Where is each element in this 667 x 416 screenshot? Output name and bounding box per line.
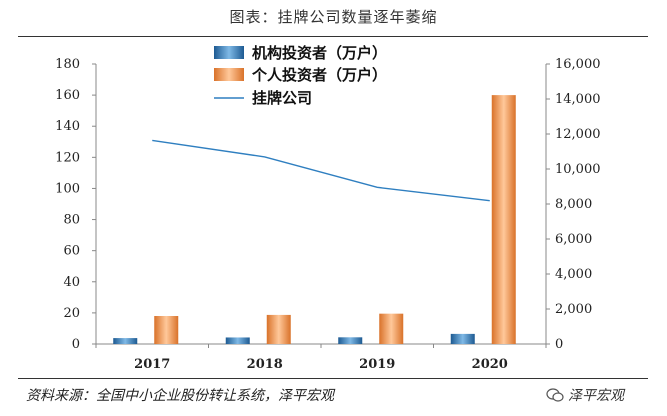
axes: 0 20 40 60 80 100 120 140 160 180 0 2,000 4,000 6,000… bbox=[55, 57, 600, 372]
right-tick-label: 14,000 bbox=[555, 92, 601, 107]
left-tick-label: 0 bbox=[72, 337, 80, 352]
bar-individual bbox=[379, 313, 404, 344]
legend-swatch-individual bbox=[214, 68, 244, 81]
top-rule bbox=[18, 36, 648, 37]
bars bbox=[113, 95, 516, 344]
legend-label-individual: 个人投资者（万户） bbox=[251, 66, 387, 84]
left-tick-label: 160 bbox=[55, 88, 80, 103]
x-tick-label: 2019 bbox=[359, 357, 395, 372]
chart-title: 图表：挂牌公司数量逐年萎缩 bbox=[229, 8, 438, 26]
legend-label-institutional: 机构投资者（万户） bbox=[252, 44, 387, 62]
bar-individual bbox=[154, 316, 179, 344]
right-tick-label: 0 bbox=[555, 337, 563, 352]
bottom-rule bbox=[18, 378, 648, 379]
legend: 机构投资者（万户） 个人投资者（万户） 挂牌公司 bbox=[214, 44, 387, 107]
bar-individual bbox=[266, 314, 291, 344]
left-tick-label: 120 bbox=[55, 150, 80, 165]
source-note: 资料来源：全国中小企业股份转让系统，泽平宏观 bbox=[26, 388, 334, 404]
left-tick-label: 140 bbox=[55, 119, 80, 134]
bar-individual bbox=[491, 95, 516, 344]
right-tick-label: 2,000 bbox=[555, 302, 592, 317]
left-tick-label: 60 bbox=[63, 244, 80, 259]
watermark-text: 泽平宏观 bbox=[568, 388, 624, 404]
watermark: 泽平宏观 bbox=[546, 385, 624, 405]
legend-label-companies: 挂牌公司 bbox=[252, 89, 312, 107]
left-tick-label: 80 bbox=[63, 213, 80, 228]
right-tick-label: 4,000 bbox=[555, 267, 592, 282]
right-tick-label: 8,000 bbox=[555, 197, 592, 212]
x-tick-label: 2017 bbox=[134, 357, 170, 372]
bar-institutional bbox=[113, 338, 138, 344]
line-listed-companies bbox=[152, 139, 490, 202]
x-tick-label: 2018 bbox=[247, 357, 283, 372]
left-tick-label: 180 bbox=[55, 57, 80, 72]
bar-institutional bbox=[450, 333, 475, 344]
x-tick-label: 2020 bbox=[472, 357, 508, 372]
bar-institutional bbox=[225, 337, 250, 344]
left-tick-label: 20 bbox=[63, 306, 80, 321]
right-tick-label: 10,000 bbox=[555, 162, 601, 177]
bar-institutional bbox=[338, 337, 363, 344]
right-tick-label: 12,000 bbox=[555, 127, 601, 142]
wechat-icon bbox=[546, 388, 564, 402]
line-series bbox=[152, 139, 490, 202]
legend-swatch-institutional bbox=[214, 46, 244, 59]
right-tick-label: 16,000 bbox=[555, 57, 601, 72]
right-tick-label: 6,000 bbox=[555, 232, 592, 247]
left-tick-label: 100 bbox=[55, 181, 80, 196]
left-tick-label: 40 bbox=[63, 275, 80, 290]
